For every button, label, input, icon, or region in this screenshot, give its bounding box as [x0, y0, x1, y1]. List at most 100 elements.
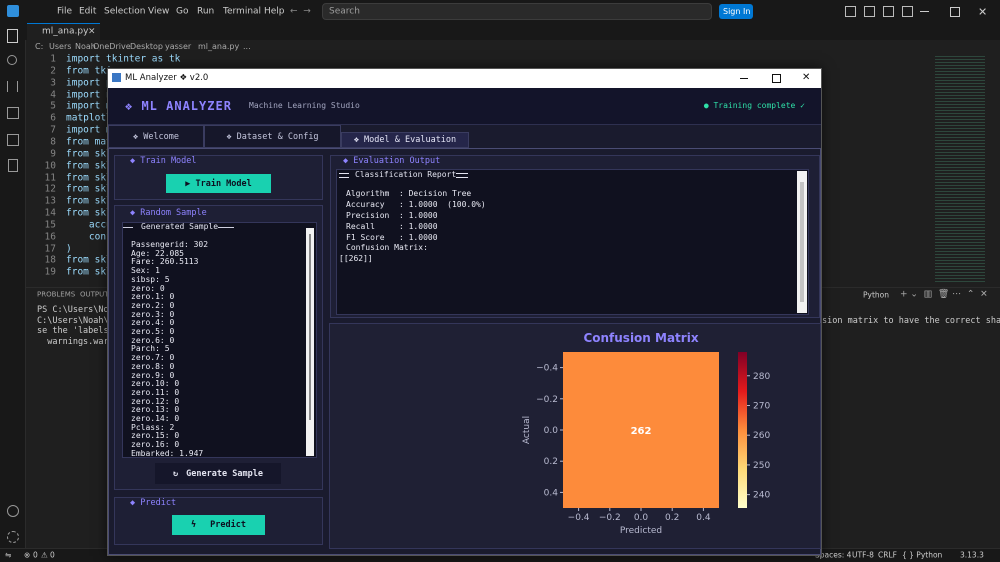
predict-button[interactable]: ϟ Predict — [172, 515, 265, 535]
sample-header: ◆ Random Sample — [130, 207, 207, 218]
ml-close[interactable]: ✕ — [802, 72, 811, 83]
report-metric-item: F1 Score : 1.0000 — [346, 233, 438, 243]
test-icon[interactable] — [8, 159, 18, 172]
report-metric-item: Algorithm : Decision Tree — [346, 189, 472, 198]
search-placeholder: Search — [329, 6, 360, 17]
sample-line-item: sibsp: 5 — [131, 274, 170, 284]
sample-line-item: zero.2: 0 — [131, 300, 175, 310]
sign-in-button[interactable] — [719, 4, 753, 19]
search-icon[interactable] — [7, 55, 17, 65]
code-line-item: import tkinter as tk — [66, 53, 181, 65]
sample-line-item: zero.15: 0 — [131, 431, 180, 441]
minimap — [935, 54, 985, 284]
search-box[interactable] — [322, 3, 712, 20]
y-tick-label: 0.0 — [544, 426, 559, 436]
code-line-item: from skle — [66, 183, 118, 195]
sample-line-item: Passengerid: 302 — [131, 240, 209, 249]
menu-item: File — [57, 6, 73, 17]
terminal-profile[interactable]: Python — [863, 290, 889, 300]
sample-line-item: zero.13: 0 — [131, 405, 180, 415]
breadcrumb-item: C: — [35, 42, 44, 51]
sample-line-item: Age: 22.085 — [131, 248, 184, 258]
terminal-output-item: PS C:\Users\Noah — [37, 304, 119, 315]
code-line-item: accur — [66, 219, 118, 231]
menu-item: Go — [176, 6, 189, 17]
scroll-thumb[interactable] — [800, 182, 804, 302]
explorer-icon[interactable] — [7, 29, 18, 43]
panel-tab-item[interactable]: OUTPUT — [80, 290, 109, 299]
indentation[interactable]: Spaces: 4 — [815, 550, 852, 560]
colorbar-tick-label: 280 — [753, 372, 770, 382]
line-number-item: 19 — [44, 266, 56, 278]
tab-model[interactable]: ❖ Model & Evaluation — [341, 132, 469, 148]
sample-line-item: Embarked: 1.947 — [131, 448, 204, 458]
ml-maximize[interactable] — [772, 74, 781, 83]
sample-textbox[interactable] — [122, 222, 317, 458]
panel-tab-item[interactable]: PROBLEMS — [37, 290, 76, 299]
layout-icon[interactable] — [902, 6, 913, 17]
nav-back[interactable]: ← → — [290, 6, 311, 17]
x-tick-label: 0.0 — [634, 513, 649, 523]
account-icon[interactable] — [7, 505, 19, 517]
tab-close[interactable]: × — [88, 26, 96, 37]
layout-icon[interactable] — [864, 6, 875, 17]
layout-icon[interactable] — [845, 6, 856, 17]
sample-group-title: Generated Sample — [141, 222, 219, 231]
report-textbox[interactable] — [336, 169, 809, 315]
generate-button[interactable]: ↻ Generate Sample — [155, 463, 281, 484]
breadcrumb-item: Desktop — [130, 42, 163, 51]
colorbar-tick-label: 250 — [753, 461, 770, 471]
code-line-item: from skle — [66, 266, 118, 278]
sample-line-item: zero.3: 0 — [131, 309, 175, 319]
language-mode[interactable]: { } Python — [902, 550, 943, 560]
run-icon[interactable] — [7, 107, 19, 119]
python-version[interactable]: 3.13.3 — [960, 550, 984, 560]
terminal-output-item: C:\Users\Noah\App — [37, 315, 124, 326]
remote-icon[interactable]: ⇋ — [5, 550, 12, 560]
report-metric-item: Precision : 1.0000 — [346, 211, 438, 221]
extensions-icon[interactable] — [7, 134, 19, 146]
menu-item: Terminal — [223, 6, 262, 17]
layout-icon[interactable] — [883, 6, 894, 17]
maximize[interactable] — [950, 7, 960, 17]
encoding[interactable]: UTF-8 — [852, 550, 874, 560]
editor-tab[interactable] — [27, 23, 100, 40]
tab-dataset[interactable]: ❖ Dataset & Config — [204, 125, 341, 148]
settings-icon[interactable] — [7, 531, 19, 543]
error-count[interactable]: 0 — [33, 550, 38, 560]
warning-count[interactable]: 0 — [50, 550, 55, 560]
bolt-icon: ϟ — [191, 520, 197, 530]
breadcrumb-item: Noah — [75, 42, 96, 51]
y-tick-label: 0.4 — [544, 488, 559, 498]
train-button[interactable]: ▶ Train Model — [166, 174, 271, 193]
activity-bar — [0, 23, 26, 548]
code-line-item: from skle — [66, 159, 118, 171]
terminal-actions[interactable]: + ⌄ ▥ 🗑 ⋯ ⌃ ✕ — [900, 289, 988, 300]
ml-minimize[interactable] — [740, 78, 748, 79]
ml-window-title: ML Analyzer ❖ v2.0 — [125, 72, 209, 83]
sample-line-item: Fare: 260.5113 — [131, 257, 199, 267]
matrix-text: [[262]] — [339, 254, 373, 263]
terminal-overflow-text: sion matrix to have the correct shape, u — [822, 315, 1000, 326]
evaluation-header: ◆ Evaluation Output — [343, 155, 441, 166]
report-metric-item: Recall : 1.0000 — [346, 222, 438, 232]
ml-window-icon — [112, 73, 121, 82]
scroll-thumb[interactable] — [309, 234, 311, 420]
line-number-item: 5 — [50, 100, 56, 112]
menu-item: Selection — [104, 6, 146, 17]
sample-line-item: zero.5: 0 — [131, 327, 175, 336]
tab-welcome[interactable]: ❖ Welcome — [108, 125, 204, 148]
colorbar-tick-label: 240 — [753, 491, 770, 501]
sample-line-item: zero.8: 0 — [131, 361, 175, 371]
sample-line-item: zero: 0 — [131, 283, 165, 293]
colorbar — [738, 352, 747, 508]
cell-label: 262 — [631, 426, 652, 437]
line-number-item: 8 — [50, 136, 56, 148]
line-endings[interactable]: CRLF — [878, 550, 897, 560]
training-status: ● Training complete ✓ — [703, 101, 805, 110]
minimize[interactable] — [920, 11, 929, 12]
scm-icon[interactable] — [7, 81, 18, 92]
train-header: ◆ Train Model — [130, 155, 197, 166]
close[interactable]: ✕ — [978, 5, 988, 19]
